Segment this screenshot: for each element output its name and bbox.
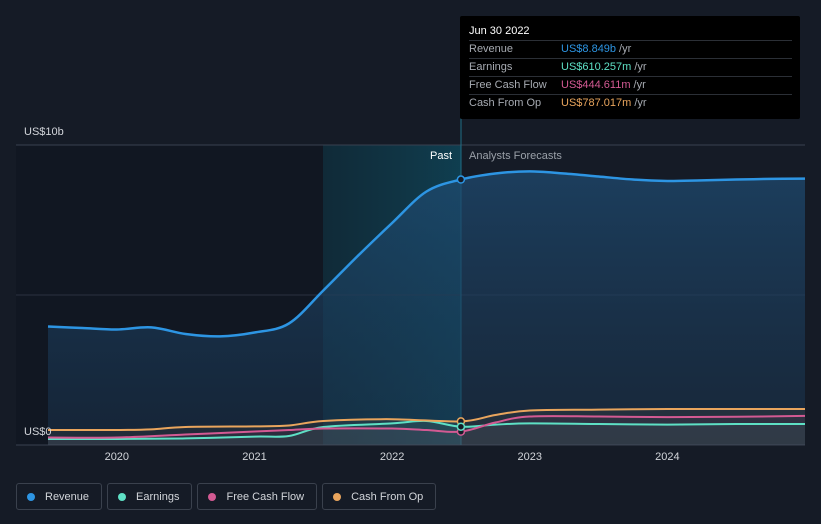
earnings-area — [48, 420, 805, 445]
tooltip-row-value: US$787.017m — [561, 97, 632, 109]
tooltip-row-value: US$444.611m — [561, 79, 631, 91]
tooltip-row: Free Cash Flow US$444.611m/yr — [469, 76, 792, 94]
tooltip-row-label: Earnings — [469, 61, 513, 73]
tooltip-row-unit: /yr — [634, 97, 647, 109]
legend-dot-icon — [118, 492, 127, 501]
cash-from-op-area — [48, 408, 805, 445]
legend-item-earnings[interactable]: Earnings — [107, 483, 193, 510]
legend-dot-icon — [208, 492, 217, 501]
y-axis-bottom-label: US$0 — [24, 426, 52, 438]
legend-label: Free Cash Flow — [226, 490, 305, 503]
tooltip-row: Cash From Op US$787.017m/yr — [469, 94, 792, 112]
legend-label: Cash From Op — [351, 490, 424, 503]
free-cash-flow-line — [47, 414, 806, 439]
tooltip-date: Jun 30 2022 — [469, 25, 530, 37]
tooltip-row-unit: /yr — [634, 61, 647, 73]
forecast-label: Analysts Forecasts — [469, 150, 562, 162]
legend: Revenue Earnings Free Cash Flow Cash From O… — [16, 483, 437, 510]
legend-item-free-cash-flow[interactable]: Free Cash Flow — [197, 483, 318, 510]
x-tick-label: 2024 — [655, 451, 680, 463]
tooltip-row-label: Cash From Op — [469, 97, 542, 109]
y-axis-top-label: US$10b — [24, 126, 64, 138]
revenue-line — [47, 170, 806, 338]
earnings-marker — [456, 422, 466, 431]
x-tick-label: 2023 — [517, 451, 542, 463]
tooltip-row-label: Revenue — [469, 43, 514, 55]
tooltip-row-value: US$8.849b — [561, 43, 617, 55]
legend-label: Earnings — [136, 490, 180, 503]
legend-dot-icon — [27, 492, 35, 501]
legend-dot-icon — [333, 492, 342, 501]
revenue-area — [48, 171, 805, 445]
x-tick-label: 2021 — [242, 451, 267, 463]
x-tick-label: 2022 — [379, 451, 405, 463]
legend-item-revenue[interactable]: Revenue — [16, 483, 103, 510]
tooltip-row: Earnings US$610.257m/yr — [469, 58, 792, 76]
cash-from-op-line — [47, 407, 805, 432]
x-tick-label: 2020 — [104, 451, 130, 463]
revenue-marker — [456, 175, 466, 184]
tooltip-row-unit: /yr — [619, 43, 632, 55]
tooltip: Jun 30 2022 Revenue US$8.849b/yr Earnings U… — [460, 16, 800, 119]
past-label: Past — [430, 150, 453, 162]
legend-item-cash-from-op[interactable]: Cash From Op — [322, 483, 437, 510]
tooltip-row-label: Free Cash Flow — [469, 79, 547, 91]
tooltip-row: Revenue US$8.849b/yr — [469, 40, 792, 58]
tooltip-row-value: US$610.257m — [561, 61, 632, 73]
legend-label: Revenue — [45, 490, 90, 503]
tooltip-row-unit: /yr — [633, 79, 646, 91]
